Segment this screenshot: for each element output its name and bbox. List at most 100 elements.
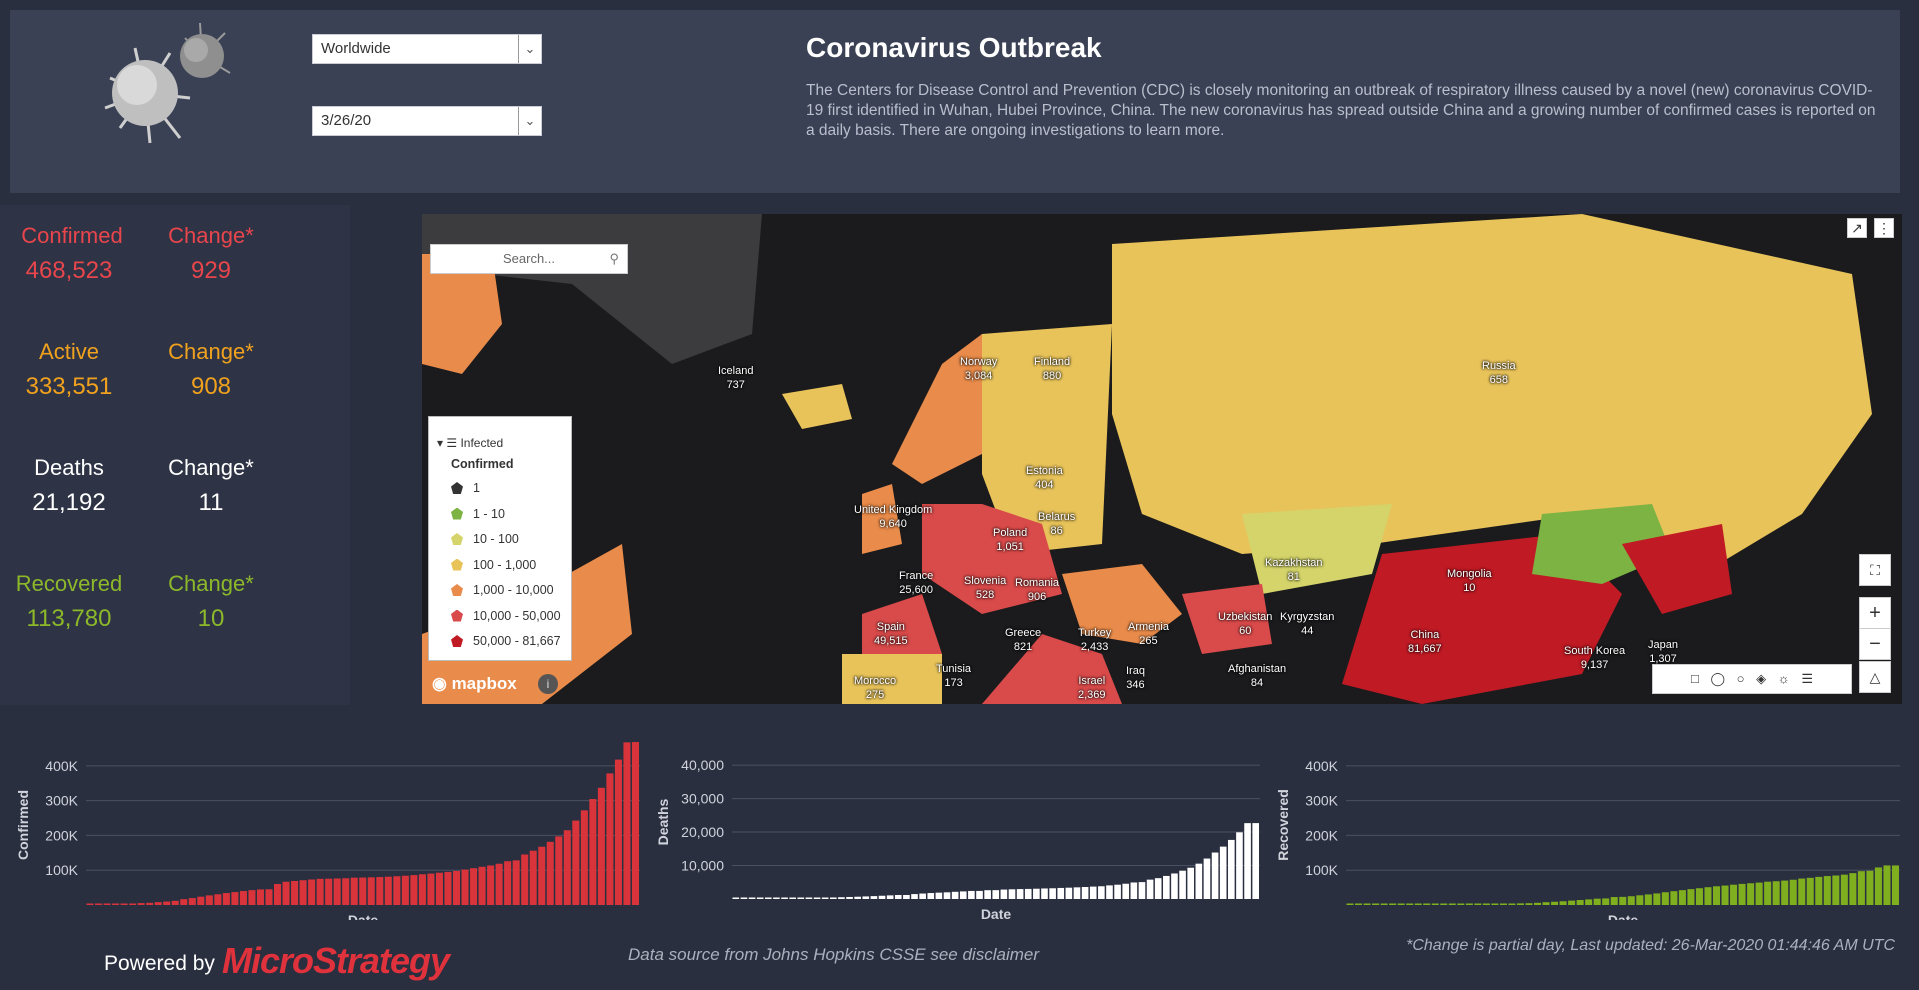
zoom-extent-icon[interactable]: ⛶ [1859,554,1891,586]
bar[interactable] [1551,901,1559,905]
date-select[interactable]: 3/26/20 ⌄ [312,106,542,136]
bar[interactable] [1832,875,1840,905]
bar[interactable] [1179,870,1186,899]
reset-bearing-icon[interactable]: △ [1859,661,1891,693]
bar[interactable] [748,897,756,900]
bar[interactable] [1016,889,1024,899]
bar[interactable] [1114,884,1121,899]
bar[interactable] [95,903,103,906]
bar[interactable] [163,901,171,905]
bar[interactable] [478,866,486,905]
bar[interactable] [1431,903,1439,906]
bar[interactable] [129,903,137,906]
bar[interactable] [894,895,902,899]
bar[interactable] [154,902,162,905]
bar[interactable] [1593,898,1601,905]
bar[interactable] [222,893,230,905]
bar[interactable] [1815,876,1823,905]
bar[interactable] [384,876,392,905]
bar[interactable] [1747,883,1755,905]
bar[interactable] [1130,882,1138,899]
bar[interactable] [1619,896,1627,905]
bar[interactable] [487,865,495,905]
bar[interactable] [1448,903,1456,906]
fullscreen-icon[interactable]: ↗ [1847,218,1867,238]
bar[interactable] [1203,858,1211,899]
bar[interactable] [829,897,837,899]
bar[interactable] [1346,903,1354,906]
bar[interactable] [367,877,375,905]
bar[interactable] [1187,867,1195,899]
bar[interactable] [919,893,926,899]
bar[interactable] [1525,903,1533,905]
bar[interactable] [1627,896,1635,905]
bar[interactable] [943,892,951,899]
bar[interactable] [504,861,512,905]
bar[interactable] [444,871,452,905]
bar[interactable] [546,841,554,905]
bar[interactable] [205,895,213,905]
bar[interactable] [1857,871,1865,905]
bar[interactable] [1764,881,1772,905]
bar[interactable] [1704,887,1712,905]
bar[interactable] [1568,900,1576,905]
bar[interactable] [1738,883,1746,905]
lasso-icon[interactable]: ◯ [1710,671,1726,686]
bar[interactable] [1073,887,1081,899]
bar[interactable] [1508,903,1516,906]
bar[interactable] [631,742,639,905]
bar[interactable] [418,874,426,905]
bar[interactable] [1008,889,1016,899]
chevron-down-icon[interactable]: ⌄ [518,107,541,135]
bar[interactable] [1252,823,1259,899]
bar[interactable] [1065,887,1073,899]
bar[interactable] [1866,870,1874,905]
bar[interactable] [1474,903,1482,906]
bar[interactable] [886,895,894,899]
bar[interactable] [1397,903,1405,906]
bar[interactable] [452,870,461,905]
bar[interactable] [572,820,580,905]
bar[interactable] [1491,903,1499,906]
bar[interactable] [359,877,367,905]
bar[interactable] [435,872,443,905]
bar[interactable] [563,830,571,905]
bar[interactable] [342,878,350,905]
bar[interactable] [1516,903,1524,905]
bar[interactable] [197,896,205,905]
search-icon[interactable]: ⚲ [609,251,619,266]
bar[interactable] [1576,900,1584,905]
bar[interactable] [1585,899,1593,905]
list-icon[interactable]: ☰ [1801,671,1813,686]
bar[interactable] [1457,903,1465,906]
bar[interactable] [1891,865,1899,905]
bar[interactable] [1874,867,1882,905]
bar[interactable] [1195,863,1203,899]
bar[interactable] [350,877,358,905]
bar[interactable] [1057,887,1065,899]
bar[interactable] [1244,823,1251,899]
bar[interactable] [1730,884,1738,905]
bar[interactable] [1781,880,1789,905]
bar[interactable] [1678,890,1686,905]
bar[interactable] [1465,903,1473,906]
bar[interactable] [797,897,805,900]
bar[interactable] [410,875,418,905]
bar[interactable] [589,799,597,905]
bar[interactable] [512,860,520,905]
bar[interactable] [1670,891,1678,905]
bar[interactable] [282,881,290,905]
map-search-input[interactable]: Search... ⚲ [430,244,628,274]
bar[interactable] [1559,901,1567,905]
bar[interactable] [838,897,845,899]
bar[interactable] [231,892,239,905]
bar[interactable] [1024,888,1032,899]
bar[interactable] [1380,903,1388,906]
bar[interactable] [1000,889,1008,899]
bar[interactable] [927,893,935,899]
bar[interactable] [401,875,409,905]
bar[interactable] [376,877,384,905]
bar[interactable] [813,897,821,900]
bar[interactable] [870,896,878,899]
bar[interactable] [976,890,983,899]
